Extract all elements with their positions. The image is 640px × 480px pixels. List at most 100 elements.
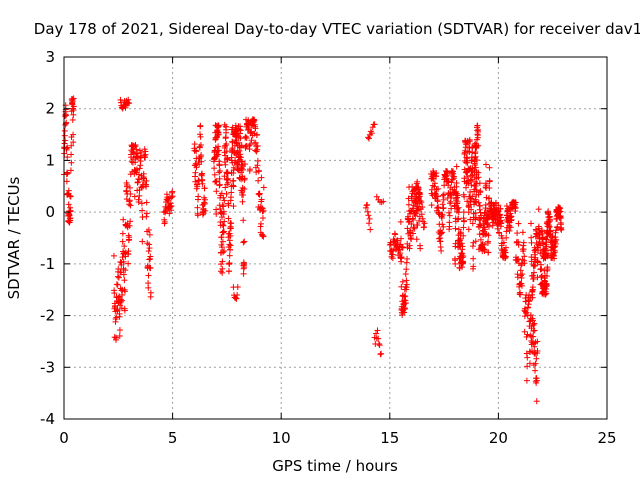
data-point <box>411 225 418 232</box>
data-point <box>406 242 413 249</box>
data-point <box>486 195 493 202</box>
y-tick-label: 2 <box>45 100 55 118</box>
data-point <box>544 266 551 273</box>
data-point <box>246 146 253 153</box>
data-point <box>453 163 460 170</box>
data-point <box>239 198 246 205</box>
data-point <box>371 121 378 128</box>
data-point <box>201 196 208 203</box>
data-point <box>192 169 199 176</box>
data-point <box>248 128 255 135</box>
data-point <box>467 188 474 195</box>
data-point <box>375 335 382 342</box>
data-point <box>377 351 384 358</box>
data-point <box>132 159 139 166</box>
data-point <box>138 184 145 191</box>
data-point <box>477 217 484 224</box>
data-point <box>518 274 525 281</box>
data-point <box>253 169 260 176</box>
data-point <box>126 100 133 107</box>
data-point <box>378 350 385 357</box>
data-point <box>257 220 264 227</box>
data-point <box>503 203 510 210</box>
data-point <box>523 377 530 384</box>
data-point <box>230 177 237 184</box>
data-point <box>530 272 537 279</box>
data-point <box>515 220 522 227</box>
data-point <box>138 149 145 156</box>
x-tick-label: 5 <box>168 429 178 447</box>
data-point <box>252 139 259 146</box>
data-point <box>226 268 233 275</box>
data-point <box>254 157 261 164</box>
x-tick-label: 0 <box>59 429 69 447</box>
data-point <box>546 218 553 225</box>
data-point <box>366 220 373 227</box>
data-point <box>258 174 265 181</box>
data-point <box>221 173 228 180</box>
data-point <box>166 210 173 217</box>
data-point <box>387 241 394 248</box>
data-point <box>226 252 233 259</box>
data-point <box>197 133 204 140</box>
data-point <box>136 192 143 199</box>
data-point <box>225 202 232 209</box>
data-point <box>417 245 424 252</box>
data-point <box>114 306 121 313</box>
data-point <box>124 181 131 188</box>
data-point <box>221 197 228 204</box>
data-point <box>553 227 560 234</box>
data-point <box>220 222 227 229</box>
data-point <box>220 249 227 256</box>
data-point <box>224 170 231 177</box>
data-point <box>537 250 544 257</box>
data-point <box>463 184 470 191</box>
data-point <box>402 300 409 307</box>
data-point <box>413 236 420 243</box>
data-point <box>143 177 150 184</box>
data-point <box>410 224 417 231</box>
axis-ticks <box>63 56 608 420</box>
data-point <box>528 234 535 241</box>
data-point <box>409 230 416 237</box>
data-point <box>126 184 133 191</box>
data-point <box>227 232 234 239</box>
data-point <box>529 317 536 324</box>
data-point <box>127 218 134 225</box>
data-point <box>201 185 208 192</box>
data-point <box>469 220 476 227</box>
data-point <box>438 247 445 254</box>
data-point <box>533 377 540 384</box>
data-point <box>521 328 528 335</box>
data-point <box>476 180 483 187</box>
data-point <box>143 210 150 217</box>
data-point <box>135 199 142 206</box>
data-point <box>527 220 534 227</box>
data-point <box>69 116 76 123</box>
data-point <box>143 199 150 206</box>
data-point <box>248 137 255 144</box>
data-point <box>136 165 143 172</box>
data-point <box>115 274 122 281</box>
data-point <box>219 221 226 228</box>
data-point <box>122 288 129 295</box>
data-point <box>197 122 204 129</box>
data-point <box>62 137 69 144</box>
data-point <box>256 190 263 197</box>
data-point <box>139 207 146 214</box>
data-point <box>457 229 464 236</box>
data-point <box>416 217 423 224</box>
x-tick-label: 20 <box>489 429 508 447</box>
data-point <box>198 158 205 165</box>
data-point <box>61 127 68 134</box>
data-point <box>471 162 478 169</box>
data-point <box>216 175 223 182</box>
data-point <box>475 174 482 181</box>
data-point <box>147 289 154 296</box>
data-point <box>414 222 421 229</box>
data-point <box>70 103 77 110</box>
data-point <box>227 242 234 249</box>
data-point <box>445 178 452 185</box>
data-point <box>112 302 119 309</box>
data-point <box>212 135 219 142</box>
